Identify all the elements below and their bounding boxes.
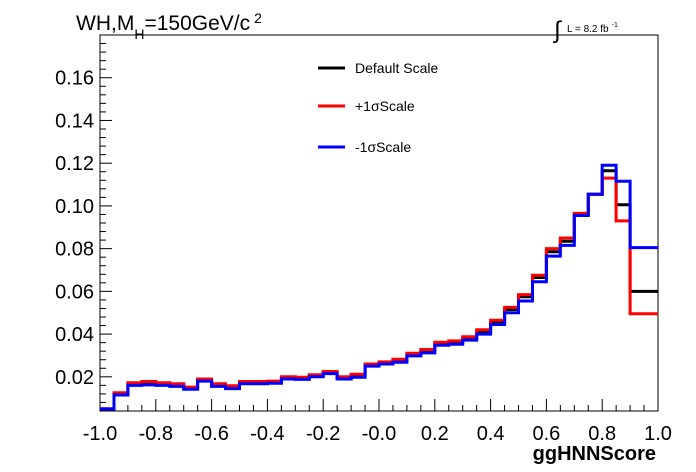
x-tick-label: -0.0 — [362, 423, 396, 445]
x-tick-label: -1.0 — [83, 423, 117, 445]
y-tick-label: 0.04 — [55, 324, 94, 346]
series-layer — [100, 163, 658, 411]
legend-label: Default Scale — [355, 60, 438, 76]
x-tick-label: 1.0 — [644, 423, 672, 445]
x-tick-label: -0.8 — [139, 423, 173, 445]
axes-layer: 0.02 0.04 0.06 0.08 0.10 0.12 0.14 0.16 -1.0 -0.8… — [55, 34, 672, 445]
x-tick-label: 0.6 — [532, 423, 560, 445]
y-tick-label: 0.10 — [55, 196, 94, 218]
title-prefix: WH,M — [76, 12, 134, 35]
title-middle: =150GeV/c — [144, 12, 250, 35]
y-tick-label: 0.14 — [55, 110, 94, 132]
x-tick-label: -0.2 — [306, 423, 340, 445]
legend-label: +1σScale — [355, 98, 415, 114]
x-tick-label: -0.6 — [194, 423, 228, 445]
y-tick-label: 0.02 — [55, 367, 94, 389]
luminosity-text: L = 8.2 fb -1 — [567, 22, 618, 35]
x-tick-label: -0.4 — [250, 423, 284, 445]
x-axis-title: ggHNNScore — [533, 443, 656, 465]
title-subscript: H — [134, 26, 144, 42]
x-tick-label: 0.8 — [588, 423, 616, 445]
legend: Default Scale +1σScale -1σScale — [318, 60, 438, 155]
luminosity-label: ∫ L = 8.2 fb -1 — [552, 17, 618, 44]
luminosity-superscript: -1 — [612, 22, 618, 29]
y-tick-label: 0.12 — [55, 153, 94, 175]
x-tick-label: 0.2 — [421, 423, 449, 445]
series-line-2 — [100, 163, 658, 411]
y-tick-label: 0.16 — [55, 68, 94, 90]
integral-symbol: ∫ — [552, 17, 562, 44]
x-tick-label: 0.4 — [477, 423, 505, 445]
legend-label: -1σScale — [355, 139, 411, 155]
y-tick-label: 0.08 — [55, 239, 94, 261]
chart-title: WH,MH=150GeV/c 2 — [76, 10, 262, 42]
title-superscript: 2 — [254, 10, 262, 26]
luminosity-value: L = 8.2 fb — [567, 24, 609, 35]
y-tick-label: 0.06 — [55, 281, 94, 303]
